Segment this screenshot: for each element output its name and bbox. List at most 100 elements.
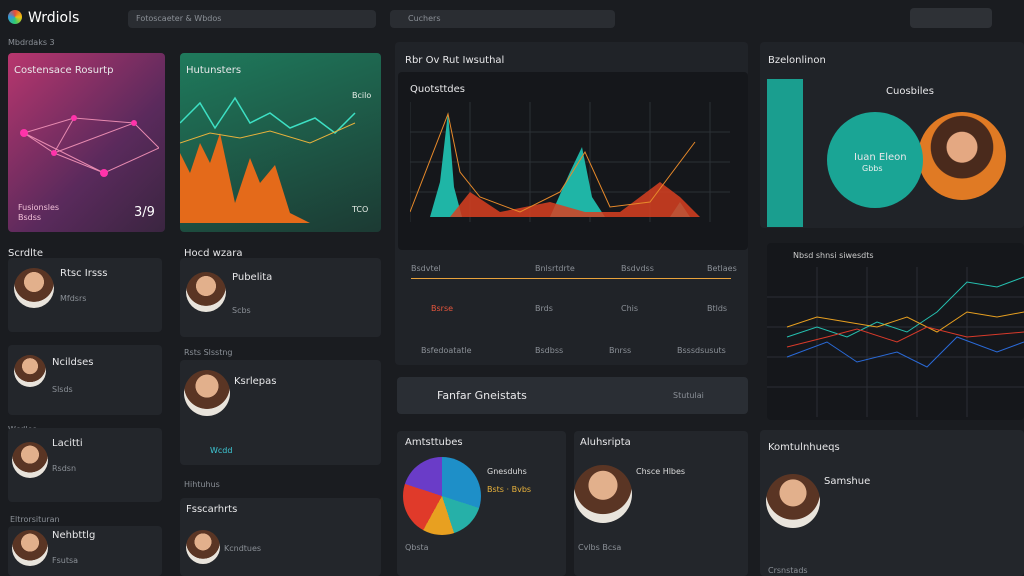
section-title: Hocd wzara — [184, 248, 243, 259]
person-name: Rtsc Irsss — [60, 268, 108, 279]
avatar — [14, 268, 54, 308]
avatar — [12, 442, 48, 478]
card-top: Bcilo — [352, 91, 372, 100]
row-cell: Btlds — [707, 304, 728, 313]
spike-chart — [410, 102, 730, 222]
bottom-name: Samshue — [824, 476, 871, 487]
photo-circle — [918, 112, 1006, 200]
profile-foot: Cvlbs Bcsa — [578, 543, 622, 552]
row-cell: Bnlsrtdrte — [535, 264, 575, 273]
search-box[interactable]: Fotoscaeter & Wbdos — [128, 10, 376, 28]
card-title: Hutunsters — [186, 65, 242, 76]
person-note: Kcndtues — [224, 544, 262, 553]
card-sub: Bsdss — [18, 213, 42, 222]
teal-bar — [767, 79, 803, 227]
card-title: Amtsttubes — [405, 437, 463, 448]
divider — [411, 278, 731, 279]
circle-title: Cuosbiles — [886, 86, 934, 97]
bottom-foot: Crsnstads — [768, 566, 808, 575]
pie-card: Amtsttubes Gnesduhs Bsts · Bvbs Qbsta — [397, 431, 566, 576]
panel-title: Rbr Ov Rut Iwsuthal — [405, 55, 505, 66]
person-name: Ncildses — [52, 357, 94, 368]
person-card[interactable]: Fsscarhrts Kcndtues — [180, 498, 381, 576]
person-name: Pubelita — [232, 272, 273, 283]
trend-graphic — [180, 96, 356, 223]
line-panel: Nbsd shnsi siwesdts — [767, 243, 1024, 420]
profile-name: Chsce Hlbes — [636, 467, 686, 476]
chart-panel: Quotsttdes — [398, 72, 748, 250]
card-title: Komtulnhueqs — [768, 442, 840, 453]
search-text: Fotoscaeter & Wbdos — [136, 14, 222, 23]
profile-card: Aluhsripta Chsce Hlbes Cvlbs Bcsa — [574, 431, 748, 576]
finder-title: Fanfar Gneistats — [437, 389, 527, 402]
filter-box[interactable]: Cuchers — [390, 10, 615, 28]
chart-title: Quotsttdes — [410, 84, 466, 95]
person-note: Wcdd — [210, 446, 233, 455]
avatar — [12, 530, 48, 566]
card-value: 3/9 — [134, 205, 155, 220]
section-title: Hihtuhus — [184, 480, 220, 489]
person-card[interactable]: Rtsc Irsss Mfdsrs — [8, 258, 162, 332]
trend-card: Hutunsters Bcilo TCO — [180, 53, 381, 232]
avatar — [184, 370, 230, 416]
section-title: Rsts Slsstng — [184, 348, 233, 357]
footer-cell: Bsssdsusuts — [677, 346, 726, 355]
section-title: Eltrorsituran — [10, 515, 60, 524]
footer-cell: Bsfedoatatle — [421, 346, 472, 355]
card-title: Aluhsripta — [580, 437, 631, 448]
card-bottom: TCO — [352, 205, 369, 214]
avatar — [574, 465, 632, 523]
person-card[interactable]: Nehbttlg Fsutsa — [8, 526, 162, 576]
row-cell: Betlaes — [707, 264, 737, 273]
row-cell: Bsrse — [431, 304, 454, 313]
pie-foot: Qbsta — [405, 543, 429, 552]
person-card[interactable]: Ncildses Slsds — [8, 345, 162, 415]
person-card[interactable]: Lacitti Rsdsn — [8, 428, 162, 502]
row-cell: Bsdvtel — [411, 264, 441, 273]
main-panel: Rbr Ov Rut Iwsuthal Quotsttdes Bsdvtel B… — [395, 42, 748, 365]
feature-card: Costensace Rosurtp Fusionsles Bsdss 3/9 — [8, 53, 165, 232]
person-name: Lacitti — [52, 438, 83, 449]
section-title: Scrdlte — [8, 248, 43, 259]
person-note: Scbs — [232, 306, 251, 315]
footer-cell: Bsdbss — [535, 346, 564, 355]
right-panel: Bzelonlinon Cuosbiles Iuan Eleon Gbbs — [760, 42, 1024, 228]
person-note: Rsdsn — [52, 464, 77, 473]
person-card[interactable]: Ksrlepas Wcdd — [180, 360, 381, 465]
bottom-card: Komtulnhueqs Samshue Crsnstads — [760, 430, 1024, 576]
pie-legend: Gnesduhs — [487, 467, 527, 476]
person-name: Fsscarhrts — [186, 504, 238, 515]
avatar — [14, 355, 46, 387]
pie-graphic — [403, 457, 481, 535]
avatar — [186, 530, 220, 564]
finder-action[interactable]: Stutulai — [673, 391, 704, 400]
avatar — [186, 272, 226, 312]
person-note: Mfdsrs — [60, 294, 87, 303]
person-name: Ksrlepas — [234, 376, 277, 387]
chart-label: Nbsd shnsi siwesdts — [793, 251, 874, 260]
circle-text: Iuan Eleon — [854, 152, 907, 163]
logo: Wrdiols — [28, 10, 80, 26]
person-name: Nehbttlg — [52, 530, 96, 541]
card-title: Costensace Rosurtp — [14, 65, 114, 76]
line-graphic — [767, 267, 1024, 417]
network-graphic — [20, 115, 159, 177]
person-note: Slsds — [52, 385, 73, 394]
finder-bar[interactable]: Fanfar Gneistats Stutulai — [397, 377, 748, 414]
logo-icon — [8, 10, 22, 24]
card-label: Fusionsles — [18, 203, 60, 212]
avatar — [766, 474, 820, 528]
person-note: Fsutsa — [52, 556, 79, 565]
row-cell: Chis — [621, 304, 639, 313]
person-card[interactable]: Pubelita Scbs — [180, 258, 381, 337]
subtitle: Mbdrdaks 3 — [8, 38, 55, 47]
circle-sub: Gbbs — [862, 164, 883, 173]
pie-sub: Bsts · Bvbs — [487, 485, 532, 494]
footer-cell: Bnrss — [609, 346, 632, 355]
teal-circle — [827, 112, 923, 208]
header-buttons[interactable] — [910, 8, 992, 28]
panel-title: Bzelonlinon — [768, 55, 826, 66]
row-cell: Bsdvdss — [621, 264, 654, 273]
filter-text: Cuchers — [408, 14, 441, 23]
